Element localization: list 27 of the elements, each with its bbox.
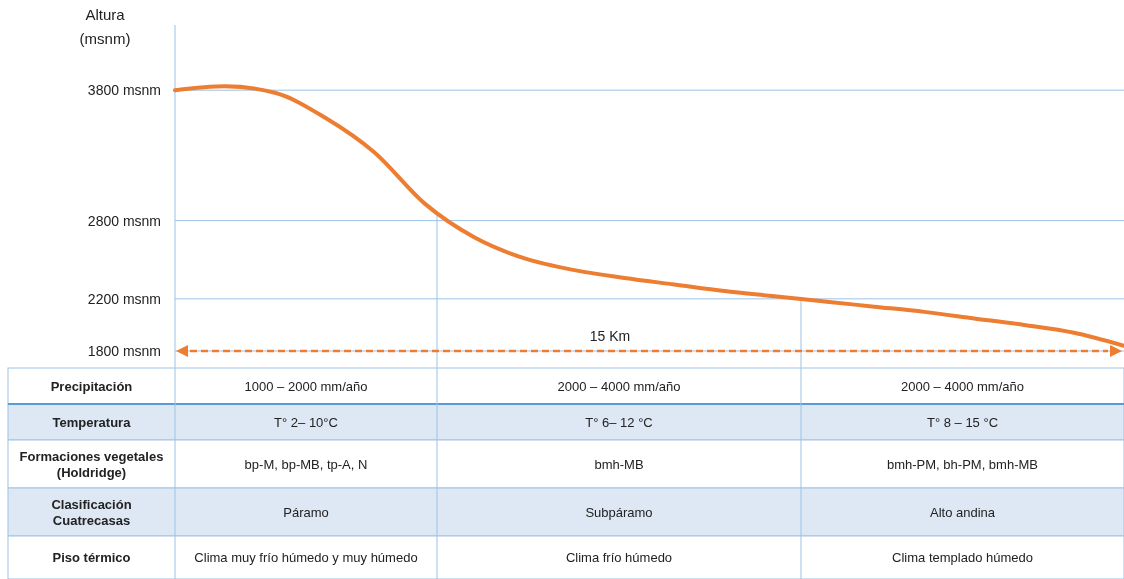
text: Clasificación Cuatrecasas [51,496,132,528]
text: Precipitación [50,378,133,394]
y-tick-label: 2800 msnm [87,212,161,229]
text: 2000 – 4000 mm/año [557,378,681,394]
text: bp-M, bp-MB, tp-A, N [244,456,368,472]
y-tick-label: 1800 msnm [87,342,161,359]
text: T° 6– 12 °C [585,414,653,430]
text: 2000 – 4000 mm/año [901,378,1024,394]
line-series [173,84,1124,348]
text: Alto andina [929,504,996,520]
text: bmh-MB [594,456,644,472]
y-tick-label: 3800 msnm [87,82,161,99]
y-tick-label: 2200 msnm [87,290,161,307]
text: Clima muy frío húmedo y muy húmedo [194,550,418,566]
text: 1000 – 2000 mm/año [244,378,368,394]
text: Subpáramo [585,504,653,520]
annotation: 15 Km [589,328,631,344]
text: T° 8 – 15 °C [926,414,999,430]
text: Formaciones vegetales (Holdridge) [19,448,164,480]
text: Páramo [283,504,329,520]
text: Clima templado húmedo [892,550,1033,566]
text: bmh-PM, bh-PM, bmh-MB [887,456,1038,472]
text: Piso térmico [52,550,131,566]
text: Clima frío húmedo [565,550,673,566]
y-axis-title: Altura (msnm) [79,6,131,47]
text: Temperatura [52,414,132,430]
text: T° 2– 10°C [274,414,338,430]
